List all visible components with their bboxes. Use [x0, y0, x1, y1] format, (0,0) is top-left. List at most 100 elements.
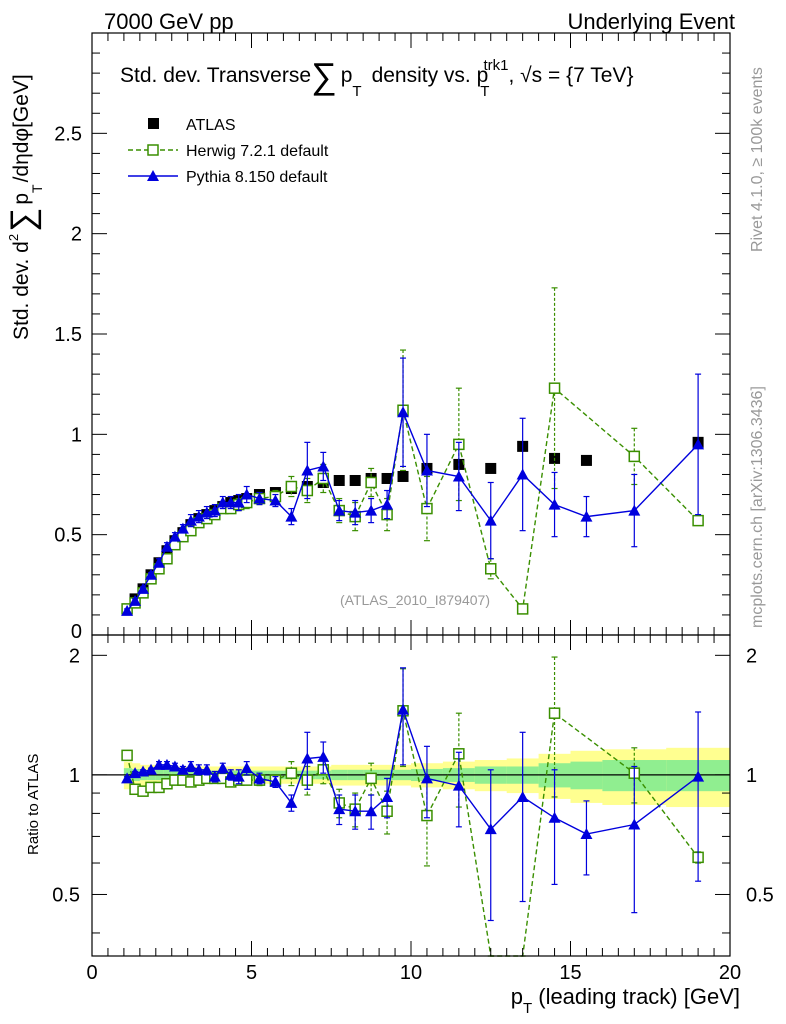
atlas-point — [349, 474, 361, 486]
pythia-point — [628, 504, 641, 516]
y-tick-label: 0.5 — [52, 884, 80, 906]
pythia-point — [160, 758, 173, 770]
pythia-point — [121, 772, 134, 784]
x-tick-label: 15 — [559, 962, 581, 984]
legend: ATLAS Herwig 7.2.1 default Pythia 8.150 … — [128, 117, 329, 186]
reference-label: (ATLAS_2010_I879407) — [340, 592, 490, 608]
herwig-point — [548, 707, 561, 719]
pythia-point — [216, 762, 229, 774]
ylabel-sup-2: 2 — [6, 234, 21, 241]
pythia-point — [580, 827, 593, 839]
pythia-point — [452, 470, 465, 482]
title-sup-trk1: trk1 — [483, 57, 508, 74]
pythia-point — [333, 803, 346, 815]
pythia-point — [184, 760, 197, 772]
pythia-point — [381, 790, 394, 802]
pythia-point — [176, 763, 189, 775]
title-part-3: , √s = {7 TeV} — [508, 64, 633, 87]
x-tick-label: 20 — [719, 962, 741, 984]
title-part-2: density vs. p — [372, 64, 489, 87]
pythia-point — [168, 760, 181, 772]
x-tick-label: 0 — [86, 962, 97, 984]
herwig-point — [692, 514, 704, 527]
pythia-point — [232, 770, 245, 782]
pythia-point — [420, 464, 433, 476]
plot-title: Std. dev. Transverse∑ pTdensity vs. p Ttrk… — [120, 55, 633, 100]
pythia-point — [240, 488, 253, 500]
pythia-point — [224, 496, 237, 508]
pythia-point — [580, 510, 593, 522]
pythia-point — [240, 762, 253, 774]
pythia-point — [548, 498, 561, 510]
herwig-point — [285, 767, 298, 779]
pythia-point — [137, 582, 150, 594]
y-tick-label: 1 — [71, 424, 82, 446]
legend-pythia-label: Pythia 8.150 default — [186, 169, 328, 186]
pythia-point — [216, 496, 229, 508]
ratio-plot-panel: 0 5 10 15 20 0.5 0.5 1 1 2 2 — [52, 634, 774, 984]
pythia-point — [160, 540, 173, 552]
pythia-point — [692, 438, 705, 450]
y-tick-label: 2 — [69, 645, 80, 667]
pythia-point — [253, 772, 266, 784]
xlabel-p: p — [511, 984, 523, 1009]
main-y-label: Std. dev. d2 ∑ pT/dηdφ[GeV] — [4, 74, 45, 340]
pythia-point — [317, 750, 330, 762]
ylabel-sub-t: T — [29, 184, 45, 193]
pythia-point — [516, 468, 529, 480]
herwig-point — [516, 603, 529, 615]
x-tick-label: 5 — [246, 962, 257, 984]
pythia-point — [628, 818, 641, 830]
herwig-point — [365, 476, 377, 489]
atlas-point — [580, 454, 592, 466]
legend-atlas-marker — [148, 118, 159, 129]
y-tick-label-right: 1 — [746, 765, 757, 787]
pythia-point — [176, 522, 189, 534]
pythia-point — [692, 770, 705, 782]
legend-herwig-marker — [147, 144, 159, 156]
y-tick-label: 1 — [69, 765, 80, 787]
pythia-point — [548, 811, 561, 823]
pythia-point — [208, 504, 221, 516]
atlas-point — [381, 472, 393, 484]
ylabel-p: p — [10, 193, 33, 205]
pythia-point — [484, 823, 497, 835]
legend-herwig-label: Herwig 7.2.1 default — [186, 143, 329, 160]
pythia-point — [145, 568, 158, 580]
pythia-point — [301, 752, 314, 764]
y-tick-label: 0 — [71, 621, 82, 643]
pythia-point — [192, 510, 205, 522]
pythia-point — [516, 790, 529, 802]
xlabel-sub-t: T — [523, 1000, 532, 1017]
pythia-point — [452, 779, 465, 791]
title-part-1: Std. dev. Transverse — [120, 64, 311, 87]
herwig-point — [548, 382, 561, 394]
ylabel-part-1: Std. dev. d — [10, 241, 33, 340]
title-part-p: p — [341, 64, 353, 87]
xlabel-rest: (leading track) [GeV] — [532, 984, 740, 1009]
ylabel-sum: ∑ — [4, 208, 42, 232]
pythia-point — [397, 406, 410, 418]
y-tick-label: 2.5 — [54, 123, 82, 145]
pythia-point — [121, 604, 134, 616]
pythia-point — [301, 464, 314, 476]
pythia-point — [365, 504, 378, 516]
ylabel-part-2: /dηdφ[GeV] — [10, 74, 33, 182]
title-sum: ∑ — [311, 55, 337, 96]
pythia-point — [152, 556, 165, 568]
pythia-point — [269, 494, 282, 506]
pythia-line — [126, 409, 699, 612]
pythia-point — [253, 492, 266, 504]
main-plot-panel: 0 0.5 1 1.5 2 2.5 (ATLAS_2010_I879407) — [54, 32, 731, 643]
herwig-point — [628, 450, 641, 463]
pythia-point — [145, 763, 158, 775]
y-tick-label: 2 — [71, 224, 82, 246]
y-tick-label-right: 0.5 — [746, 884, 774, 906]
pythia-point — [129, 594, 142, 606]
mcplots-label: mcplots.cern.ch [arXiv:1306.3436] — [749, 386, 766, 628]
pythia-point — [381, 498, 394, 510]
y-tick-label: 0.5 — [54, 525, 82, 547]
pythia-point — [349, 805, 362, 817]
pythia-point — [285, 796, 298, 808]
atlas-point — [333, 474, 345, 486]
